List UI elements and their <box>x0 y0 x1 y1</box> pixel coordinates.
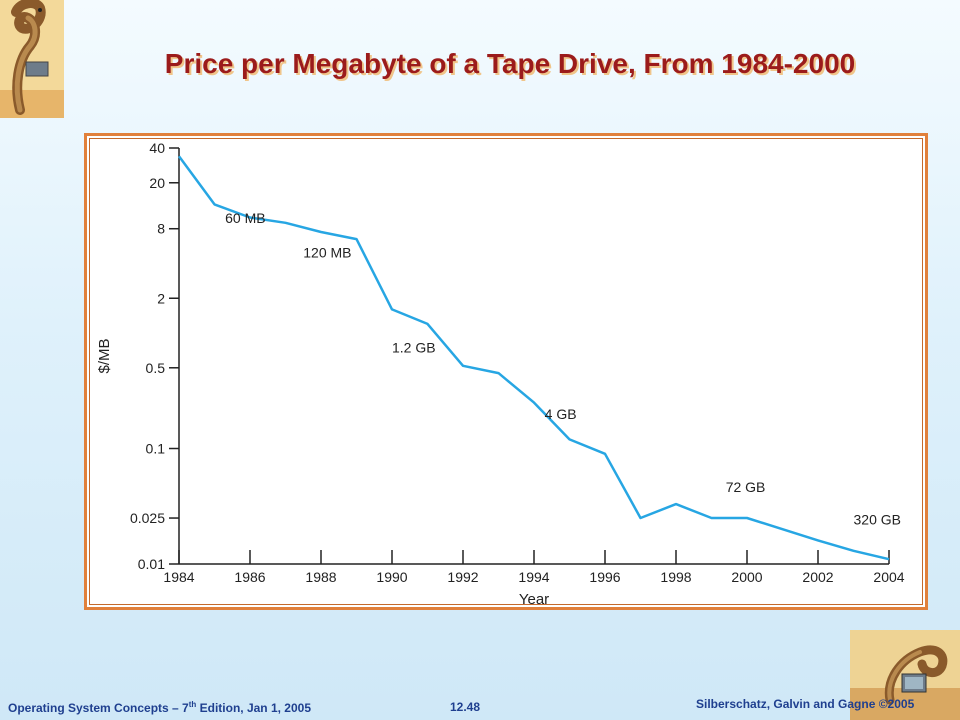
annotation-label: 320 GB <box>854 511 901 527</box>
x-tick-label: 1990 <box>376 569 407 585</box>
footer-copyright: Silberschatz, Galvin and Gagne ©2005 <box>696 697 915 711</box>
footer-course-info: Operating System Concepts – 7th Edition,… <box>8 700 312 715</box>
annotation-label: 72 GB <box>726 479 766 495</box>
annotation-label: 4 GB <box>545 406 577 422</box>
annotation-label: 1.2 GB <box>392 339 436 355</box>
x-tick-label: 2004 <box>873 569 904 585</box>
y-tick-label: 20 <box>149 175 165 191</box>
dinosaur-logo-bottom <box>850 630 960 720</box>
x-tick-label: 1988 <box>305 569 336 585</box>
y-tick-label: 0.1 <box>146 441 166 457</box>
series-line <box>177 155 890 561</box>
x-tick-label: 1986 <box>234 569 265 585</box>
annotation-label: 60 MB <box>225 210 265 226</box>
chart-inner-border <box>89 138 923 605</box>
y-axis-label: $/MB <box>96 338 113 373</box>
footer-page-number: 12.48 <box>450 700 481 714</box>
y-tick-label: 8 <box>157 221 165 237</box>
x-tick-label: 1996 <box>589 569 620 585</box>
y-tick-label: 0.025 <box>130 510 165 526</box>
y-tick-label: 0.01 <box>138 556 165 572</box>
y-tick-label: 40 <box>149 140 165 156</box>
x-tick-label: 2002 <box>802 569 833 585</box>
annotation-label: 120 MB <box>303 245 351 261</box>
line-chart: 0.01 0.025 0.1 0.5 2 8 20 40 1984 1986 1988 1990 199… <box>96 140 905 607</box>
x-tick-label: 2000 <box>731 569 762 585</box>
x-tick-label: 1992 <box>447 569 478 585</box>
y-tick-label: 2 <box>157 290 165 306</box>
x-tick-label: 1998 <box>660 569 691 585</box>
slide-title: Price per Megabyte of a Tape Drive, From… <box>164 48 856 79</box>
chart-frame: 0.01 0.025 0.1 0.5 2 8 20 40 1984 1986 1988 1990 199… <box>84 133 928 610</box>
x-axis-label: Year <box>519 591 549 607</box>
dinosaur-logo-top <box>0 0 64 118</box>
x-tick-label: 1994 <box>518 569 549 585</box>
y-tick-label: 0.5 <box>146 360 166 376</box>
x-tick-label: 1984 <box>163 569 194 585</box>
